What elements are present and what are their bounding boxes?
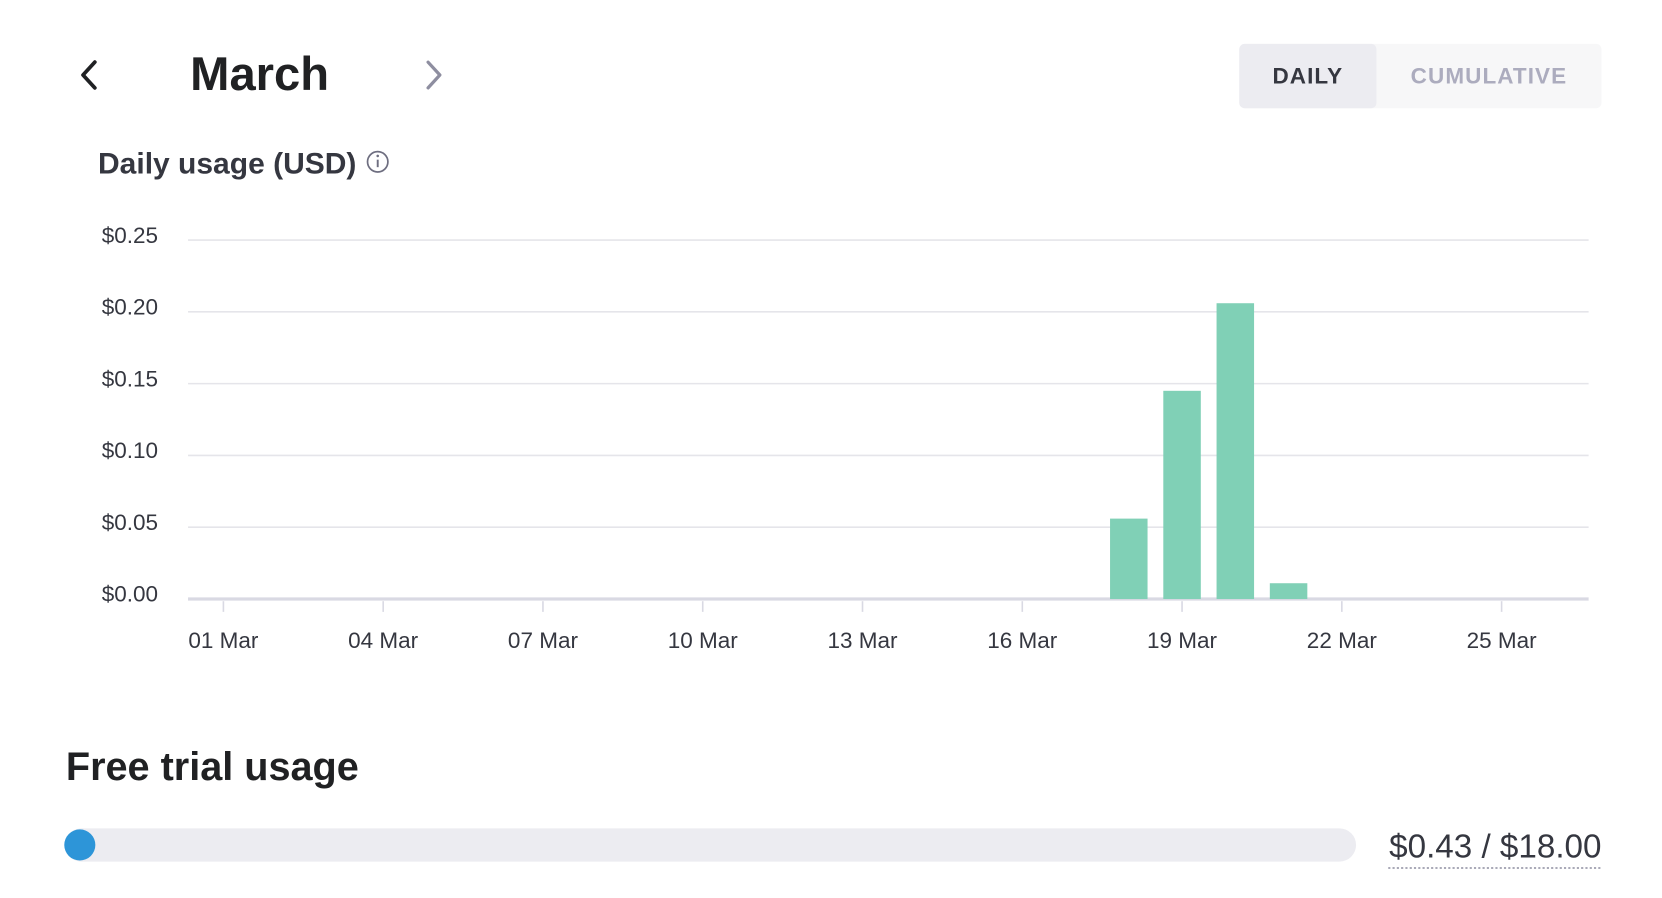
y-tick-label: $0.10 (102, 438, 158, 463)
trial-amount: $0.43 / $18.00 (1389, 828, 1601, 865)
progress-fill (64, 829, 96, 861)
month-title: March (190, 47, 329, 100)
x-tick-label: 04 Mar (348, 628, 419, 653)
bar (1110, 518, 1148, 600)
y-tick-label: $0.25 (102, 223, 158, 248)
prev-month[interactable] (81, 60, 97, 90)
toggle-daily[interactable]: DAILY (1272, 64, 1343, 89)
x-tick-label: 25 Mar (1467, 628, 1538, 653)
x-tick-label: 16 Mar (987, 628, 1058, 653)
toggle-cumulative[interactable]: CUMULATIVE (1411, 64, 1568, 89)
x-tick-label: 19 Mar (1147, 628, 1218, 653)
x-tick-label: 10 Mar (668, 628, 739, 653)
bar (1216, 303, 1255, 600)
x-tick-label: 01 Mar (188, 628, 259, 653)
toggle-active (1239, 43, 1377, 109)
x-tick-label: 13 Mar (827, 628, 898, 653)
section-title: Free trial usage (66, 745, 359, 789)
bar (1163, 390, 1201, 600)
y-tick-label: $0.00 (102, 582, 158, 607)
info-icon[interactable] (366, 150, 389, 173)
y-tick-label: $0.05 (102, 510, 158, 535)
bar (1269, 583, 1308, 600)
chart-title: Daily usage (USD) (98, 148, 356, 181)
x-tick-label: 07 Mar (508, 628, 579, 653)
y-tick-label: $0.20 (102, 295, 158, 320)
x-tick-label: 22 Mar (1307, 628, 1378, 653)
next-month[interactable] (426, 60, 442, 90)
y-tick-label: $0.15 (102, 366, 158, 391)
progress-track (64, 828, 1357, 862)
